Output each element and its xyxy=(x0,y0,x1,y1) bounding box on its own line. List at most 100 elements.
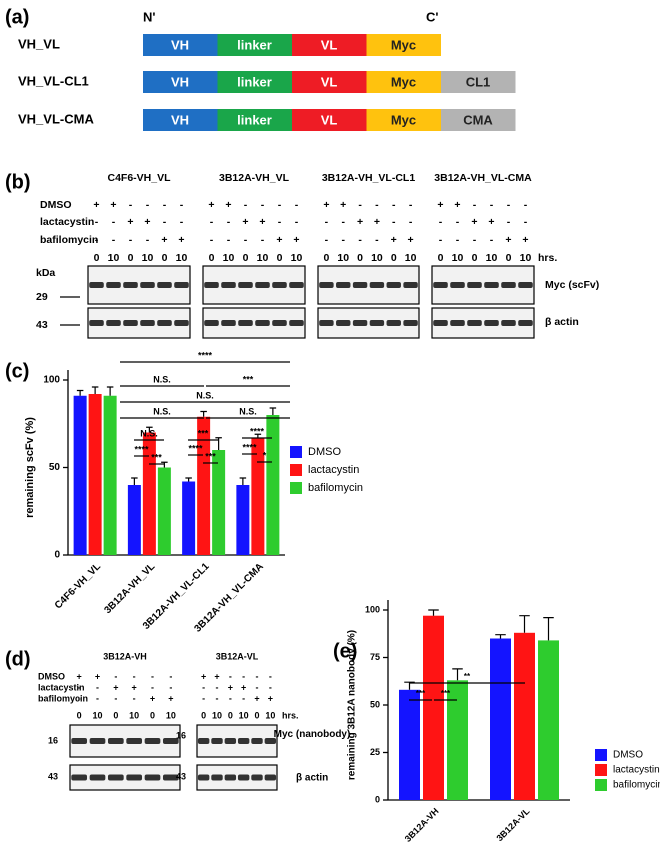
time-label: 10 xyxy=(486,252,498,264)
treatment-sign: - xyxy=(507,216,511,228)
treatment-name: bafilomycin xyxy=(40,234,98,246)
treatment-sign: + xyxy=(505,234,511,246)
treatment-sign: - xyxy=(392,199,396,211)
treatment-sign: - xyxy=(95,234,99,246)
error-bar xyxy=(185,477,192,482)
significance-label: *** xyxy=(416,689,426,698)
treatment-sign: - xyxy=(325,216,329,228)
time-label: 10 xyxy=(239,710,249,720)
time-unit: hrs. xyxy=(282,710,299,720)
time-label: 10 xyxy=(291,252,303,264)
x-tick-label: C4F6-VH_VL xyxy=(53,561,103,611)
panel-label: (a) xyxy=(5,6,29,28)
blot-band xyxy=(238,282,253,288)
blot-band xyxy=(237,738,250,744)
bar xyxy=(447,680,468,800)
blot-band xyxy=(140,320,155,326)
domain-box xyxy=(143,109,218,131)
treatment-sign: + xyxy=(178,234,184,246)
blot-band xyxy=(174,282,189,288)
blot-band xyxy=(89,774,106,781)
significance-label: *** xyxy=(441,689,451,698)
panel-label: (c) xyxy=(5,360,29,382)
blot-band xyxy=(484,282,499,288)
blot-band xyxy=(255,282,270,288)
blot-band xyxy=(204,282,219,288)
construct-name: VH_VL xyxy=(18,36,60,51)
blot-band xyxy=(89,320,104,326)
significance-label: N.S. xyxy=(196,390,214,400)
blot-band xyxy=(126,738,143,744)
x-tick-label: 3B12A-VH_VL xyxy=(102,561,157,616)
treatment-sign: + xyxy=(488,216,494,228)
treatment-sign: - xyxy=(242,693,245,703)
blot-label: Myc (nanobody) xyxy=(273,729,351,740)
blot-band xyxy=(336,282,351,288)
treatment-sign: - xyxy=(256,682,259,692)
treatment-sign: - xyxy=(112,216,116,228)
significance-label: * xyxy=(263,450,267,460)
blot-band xyxy=(157,282,172,288)
treatment-sign: - xyxy=(227,234,231,246)
blot-band xyxy=(140,282,155,288)
time-label: 10 xyxy=(212,710,222,720)
time-label: 10 xyxy=(337,252,349,264)
domain-label: Myc xyxy=(391,74,416,89)
treatment-name: DMSO xyxy=(38,671,65,681)
marker-label: 43 xyxy=(48,771,58,781)
treatment-sign: + xyxy=(268,693,273,703)
treatment-sign: + xyxy=(242,216,248,228)
legend-swatch xyxy=(290,446,302,458)
treatment-sign: - xyxy=(375,199,379,211)
domain-box xyxy=(366,71,441,93)
domain-label: VL xyxy=(321,37,338,52)
domain-box xyxy=(217,71,292,93)
treatment-sign: - xyxy=(244,199,248,211)
y-tick-label: 100 xyxy=(365,604,380,614)
time-label: 10 xyxy=(108,252,120,264)
bar xyxy=(423,615,444,800)
treatment-sign: - xyxy=(114,671,117,681)
significance-label: N.S. xyxy=(239,406,257,416)
treatment-sign: - xyxy=(169,682,172,692)
treatment-sign: - xyxy=(358,234,362,246)
blot-band xyxy=(518,320,533,326)
treatment-sign: - xyxy=(229,671,232,681)
blot-band xyxy=(251,738,263,744)
blot-band xyxy=(144,774,161,781)
blot-frame xyxy=(69,724,181,758)
domain-box xyxy=(292,71,367,93)
bar xyxy=(142,432,156,555)
time-label: 0 xyxy=(201,710,206,720)
significance-label: *** xyxy=(151,452,162,462)
blot-band xyxy=(123,282,138,288)
treatment-sign: - xyxy=(163,216,167,228)
group-title: 3B12A-VH_VL xyxy=(219,172,290,184)
blot-band xyxy=(162,738,179,744)
blot-band xyxy=(369,320,385,326)
bar xyxy=(251,437,265,555)
marker-label: 43 xyxy=(176,771,186,781)
bar xyxy=(490,638,511,800)
blot-band xyxy=(221,320,236,326)
panel-label: (e) xyxy=(333,640,357,662)
blot-frame xyxy=(431,265,535,305)
blot-band xyxy=(238,320,253,326)
treatment-sign: - xyxy=(216,693,219,703)
treatment-sign: + xyxy=(471,216,477,228)
bar xyxy=(182,481,196,555)
significance-label: **** xyxy=(242,442,257,452)
treatment-name: bafilomycin xyxy=(38,693,88,703)
treatment-sign: + xyxy=(357,216,363,228)
significance-label: *** xyxy=(243,374,254,384)
blot-band xyxy=(467,320,482,326)
x-tick-label: 3B12A-VL xyxy=(494,806,531,843)
treatment-sign: - xyxy=(473,199,477,211)
significance-label: **** xyxy=(250,426,265,436)
time-label: 0 xyxy=(209,252,215,264)
treatment-sign: - xyxy=(229,693,232,703)
treatment-sign: - xyxy=(524,216,528,228)
group-title: 3B12A-VH_VL-CMA xyxy=(434,172,532,184)
time-label: 10 xyxy=(176,252,188,264)
